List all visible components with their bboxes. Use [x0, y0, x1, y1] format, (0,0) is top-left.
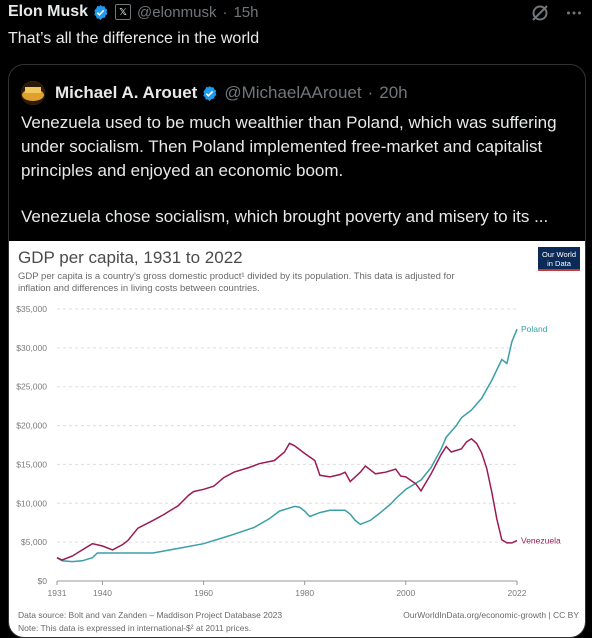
chart-title: GDP per capita, 1931 to 2022	[18, 248, 243, 267]
chart-source: Data source: Bolt and van Zanden – Maddi…	[18, 610, 282, 620]
y-tick-label: $30,000	[16, 343, 47, 353]
chart-image[interactable]: GDP per capita, 1931 to 2022 GDP per cap…	[9, 241, 585, 637]
separator-dot: ·	[222, 3, 228, 21]
tweet-actions	[530, 3, 582, 28]
grid	[57, 308, 517, 543]
quoted-text: Venezuela used to be much wealthier than…	[21, 111, 573, 251]
more-options-icon[interactable]	[566, 5, 582, 26]
x-tick-label: 2000	[396, 588, 415, 598]
logo-line1: Our World	[542, 250, 576, 259]
x-tick-label: 1931	[48, 588, 67, 598]
series-label-venezuela: Venezuela	[521, 536, 561, 546]
series-line-poland	[56, 328, 518, 563]
y-tick-label: $25,000	[16, 382, 47, 392]
tweet-time[interactable]: 15h	[233, 3, 259, 21]
author-name[interactable]: Elon Musk	[8, 3, 89, 20]
avatar[interactable]	[21, 81, 45, 105]
x-tick-label: 1940	[93, 588, 112, 598]
quoted-handle[interactable]: @MichaelAArouet	[224, 83, 362, 102]
quoted-author-name[interactable]: Michael A. Arouet	[55, 83, 198, 102]
chart-site: OurWorldInData.org/economic-growth | CC …	[403, 610, 579, 620]
x-tick-label: 1980	[295, 588, 314, 598]
logo-line2: in Data	[547, 259, 572, 268]
y-tick-label: $5,000	[21, 537, 47, 547]
y-tick-label: $35,000	[16, 304, 47, 314]
x-tick-label: 1960	[194, 588, 213, 598]
quoted-paragraph-1: Venezuela used to be much wealthier than…	[21, 113, 557, 180]
y-tick-label: $20,000	[16, 421, 47, 431]
quoted-paragraph-2: Venezuela chose socialism, which brought…	[21, 207, 549, 226]
y-tick-label: $0	[38, 576, 48, 586]
x-tick-label: 2022	[508, 588, 527, 598]
separator-dot: ·	[367, 83, 374, 102]
tweet-header: Elon Musk 𝕏 @elonmusk · 15h	[8, 0, 584, 24]
series-line-venezuela	[56, 437, 518, 561]
chart-note: Note: This data is expressed in internat…	[18, 623, 251, 633]
y-tick-label: $15,000	[16, 459, 47, 469]
owid-logo[interactable]: Our World in Data	[538, 247, 580, 271]
y-tick-label: $10,000	[16, 498, 47, 508]
series-label-poland: Poland	[521, 324, 548, 334]
axes: $0 $5,000 $10,000 $15,000 $20,000 $25,000 $30,…	[16, 304, 526, 598]
series-labels: Poland Venezuela	[521, 324, 561, 545]
tweet-text: That’s all the difference in the world	[8, 30, 260, 47]
verified-badge-icon	[92, 4, 109, 21]
quoted-tweet[interactable]: Michael A. Arouet @MichaelAArouet · 20h …	[8, 64, 586, 638]
series-lines	[56, 328, 518, 563]
quoted-time[interactable]: 20h	[379, 83, 408, 102]
gdp-chart: GDP per capita, 1931 to 2022 GDP per cap…	[16, 247, 580, 633]
quoted-header: Michael A. Arouet @MichaelAArouet · 20h	[21, 81, 408, 105]
verified-badge-icon	[201, 85, 218, 102]
author-handle[interactable]: @elonmusk	[137, 3, 217, 21]
chart-subtitle-line2: inflation and differences in living cost…	[18, 283, 260, 294]
grok-icon[interactable]	[530, 3, 550, 28]
x-logo-icon: 𝕏	[115, 4, 132, 20]
chart-subtitle-line1: GDP per capita is a country's gross dome…	[18, 271, 455, 282]
